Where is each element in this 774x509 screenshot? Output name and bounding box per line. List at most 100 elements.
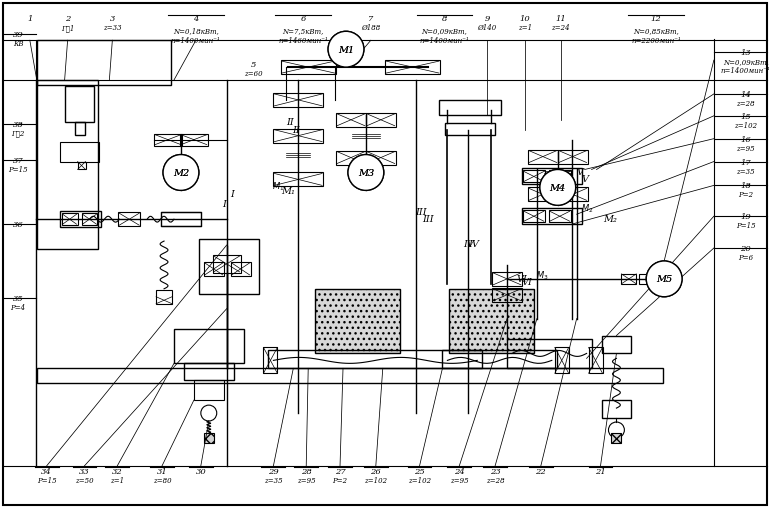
Text: 38: 38 xyxy=(12,121,23,129)
Text: $M_2$: $M_2$ xyxy=(581,202,594,214)
Text: Гѡ2: Гѡ2 xyxy=(11,129,25,137)
Bar xyxy=(64,87,94,123)
Text: V: V xyxy=(581,175,588,184)
Text: M1: M1 xyxy=(338,46,354,54)
Text: 13: 13 xyxy=(740,49,751,57)
Text: P=2: P=2 xyxy=(333,476,348,484)
Bar xyxy=(622,274,636,284)
Text: 37: 37 xyxy=(12,156,23,164)
Text: z=1: z=1 xyxy=(518,24,532,32)
Circle shape xyxy=(328,32,364,68)
Bar xyxy=(74,123,84,135)
Bar xyxy=(62,214,77,225)
Text: z=35: z=35 xyxy=(736,167,755,175)
Text: 30: 30 xyxy=(196,467,206,475)
Text: КВ: КВ xyxy=(12,40,23,48)
Text: z=102: z=102 xyxy=(365,476,387,484)
Circle shape xyxy=(348,155,384,191)
Text: IV: IV xyxy=(463,240,474,248)
Bar xyxy=(273,129,323,144)
Text: 34: 34 xyxy=(41,467,52,475)
Bar xyxy=(528,150,558,164)
Bar xyxy=(385,61,440,75)
Bar xyxy=(445,124,495,135)
Text: M₂: M₂ xyxy=(604,215,618,224)
Text: 33: 33 xyxy=(79,467,90,475)
Text: M5: M5 xyxy=(656,275,673,284)
Bar xyxy=(180,134,207,147)
Bar xyxy=(558,150,587,164)
Circle shape xyxy=(328,32,364,68)
Text: N=0,09кВт,
n=1400мин⁻¹: N=0,09кВт, n=1400мин⁻¹ xyxy=(721,58,771,75)
Bar xyxy=(588,348,602,374)
Bar xyxy=(231,263,251,276)
Text: 11: 11 xyxy=(556,15,566,23)
Text: N=0,18кВт,
n=1400мин⁻¹: N=0,18кВт, n=1400мин⁻¹ xyxy=(171,27,221,44)
Text: $M_3$: $M_3$ xyxy=(536,269,548,282)
Bar xyxy=(60,212,101,228)
Text: z=102: z=102 xyxy=(734,122,757,129)
Text: IV: IV xyxy=(467,240,478,248)
Circle shape xyxy=(540,170,576,206)
Bar xyxy=(366,114,396,127)
Bar xyxy=(174,329,244,363)
Bar xyxy=(522,209,581,225)
Text: P=15: P=15 xyxy=(8,165,28,173)
Bar xyxy=(492,288,522,302)
Text: 28: 28 xyxy=(301,467,312,475)
Text: z=95: z=95 xyxy=(297,476,316,484)
Bar xyxy=(440,101,501,116)
Circle shape xyxy=(163,155,199,191)
Text: III: III xyxy=(422,215,433,224)
Bar xyxy=(528,188,558,202)
Text: M2: M2 xyxy=(173,168,189,178)
Text: M₁: M₁ xyxy=(282,187,295,196)
Text: z=102: z=102 xyxy=(408,476,431,484)
Bar xyxy=(81,214,98,225)
Bar xyxy=(269,351,482,369)
Text: Ø188: Ø188 xyxy=(361,24,381,32)
Text: M5: M5 xyxy=(656,275,673,284)
Bar xyxy=(549,211,570,223)
Text: z=35: z=35 xyxy=(264,476,283,484)
Bar xyxy=(118,213,140,227)
Bar xyxy=(263,348,277,374)
Text: 17: 17 xyxy=(740,158,751,166)
Bar xyxy=(507,339,591,369)
Circle shape xyxy=(646,262,682,297)
Bar xyxy=(37,369,663,383)
Text: $M_1$: $M_1$ xyxy=(272,180,285,192)
Text: z=80: z=80 xyxy=(152,476,171,484)
Text: 31: 31 xyxy=(156,467,167,475)
Bar xyxy=(523,211,545,223)
Bar xyxy=(336,151,366,165)
Text: II: II xyxy=(293,126,300,134)
Text: 23: 23 xyxy=(490,467,501,475)
Bar xyxy=(77,162,85,170)
Text: M3: M3 xyxy=(358,168,374,178)
Text: 15: 15 xyxy=(740,112,751,121)
Circle shape xyxy=(163,155,199,191)
Text: z=50: z=50 xyxy=(75,476,94,484)
Text: z=28: z=28 xyxy=(486,476,505,484)
Text: VI: VI xyxy=(522,277,533,286)
Bar xyxy=(549,171,570,183)
Text: 18: 18 xyxy=(740,182,751,190)
Bar xyxy=(366,151,396,165)
Bar xyxy=(60,143,99,162)
Bar xyxy=(523,171,545,183)
Circle shape xyxy=(348,155,384,191)
Bar xyxy=(194,381,224,401)
Text: 6: 6 xyxy=(300,15,306,23)
Text: M1: M1 xyxy=(338,46,354,54)
Bar xyxy=(639,274,654,284)
Bar xyxy=(336,114,366,127)
Text: z=33: z=33 xyxy=(103,24,122,32)
Text: 29: 29 xyxy=(268,467,279,475)
Text: 2: 2 xyxy=(65,15,70,23)
Text: III: III xyxy=(415,208,426,217)
Bar xyxy=(273,94,323,107)
Text: V: V xyxy=(576,167,583,176)
Text: 3: 3 xyxy=(110,15,115,23)
Bar xyxy=(199,240,259,294)
